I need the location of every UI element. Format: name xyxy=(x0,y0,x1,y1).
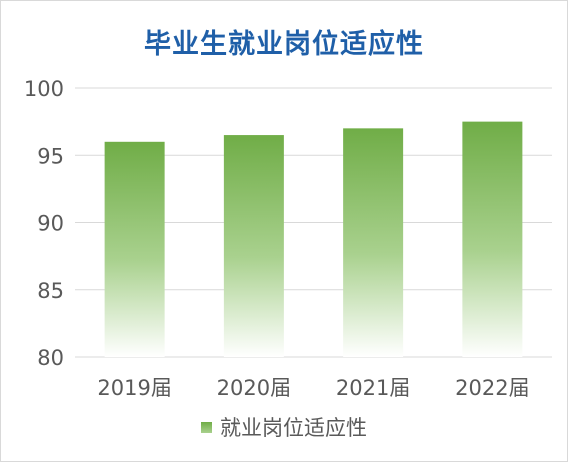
y-tick-label: 95 xyxy=(37,144,64,168)
bar-2020届 xyxy=(223,135,284,357)
legend-label: 就业岗位适应性 xyxy=(220,416,367,440)
y-tick-label: 80 xyxy=(37,346,64,370)
x-tick-label: 2022届 xyxy=(455,376,529,400)
y-tick-label: 85 xyxy=(37,279,64,303)
bar-2021届 xyxy=(343,128,404,357)
legend-swatch xyxy=(201,421,212,433)
x-tick-label: 2020届 xyxy=(217,376,291,400)
y-tick-label: 90 xyxy=(37,212,64,236)
y-axis: 80 85 90 95 100 xyxy=(24,77,64,370)
legend: 就业岗位适应性 xyxy=(0,412,568,442)
y-tick-label: 100 xyxy=(24,77,64,101)
chart-title: 毕业生就业岗位适应性 xyxy=(144,29,424,60)
bars xyxy=(104,121,523,357)
x-axis: 2019届 2020届 2021届 2022届 xyxy=(97,376,529,400)
bar-2022届 xyxy=(462,121,523,357)
x-tick-label: 2021届 xyxy=(336,376,410,400)
x-tick-label: 2019届 xyxy=(97,376,171,400)
bar-2019届 xyxy=(104,141,165,357)
